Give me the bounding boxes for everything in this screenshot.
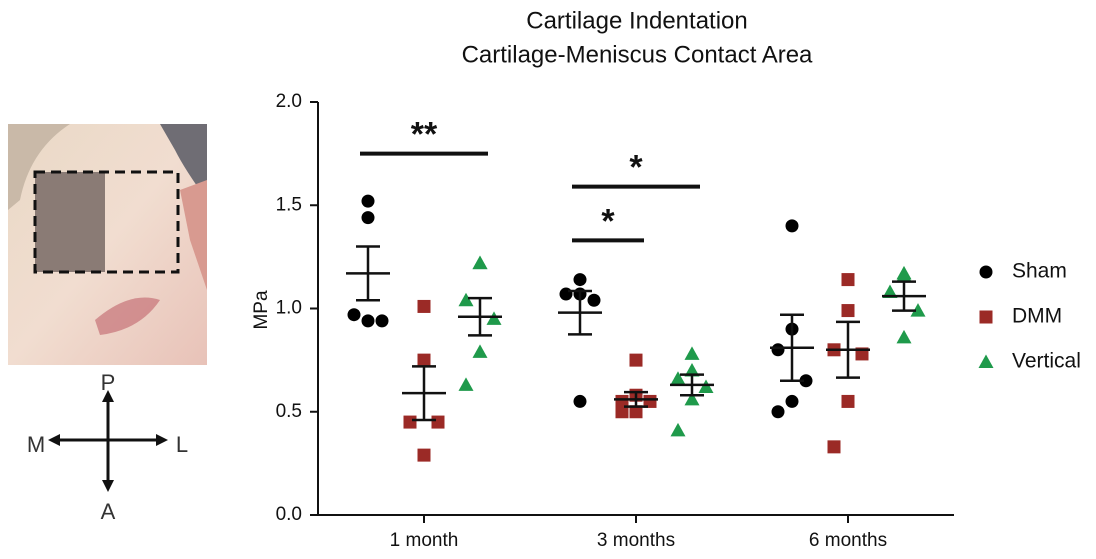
data-point [896, 329, 912, 344]
data-point [417, 299, 431, 313]
data-point [458, 377, 474, 391]
data-point [684, 346, 700, 360]
y-tick-label: 1.5 [276, 194, 302, 215]
error-bar [468, 296, 492, 337]
data-point [629, 405, 643, 419]
data-point [403, 415, 417, 429]
error-bar [412, 365, 436, 422]
error-bar [624, 390, 648, 408]
data-point [841, 394, 855, 408]
data-point [698, 379, 714, 393]
error-bar [892, 280, 916, 312]
legend-marker [978, 354, 994, 368]
y-axis-label: MPa [251, 290, 272, 330]
chart-title: Cartilage Indentation [526, 7, 747, 34]
data-point [785, 394, 799, 408]
data-point [684, 362, 700, 377]
data-point [771, 343, 785, 357]
data-point [458, 292, 474, 307]
significance-label: ** [411, 116, 438, 154]
orientation-label: M [27, 432, 45, 457]
data-point [347, 308, 361, 322]
data-point [361, 194, 375, 208]
data-point [629, 353, 643, 367]
data-point [573, 394, 587, 408]
data-point [417, 448, 431, 462]
legend-label: Vertical [1012, 350, 1081, 373]
data-point [799, 374, 813, 388]
data-point [573, 273, 587, 287]
x-tick-label: 3 months [597, 530, 675, 551]
orientation-label: L [176, 432, 188, 457]
legend-label: Sham [1012, 260, 1067, 283]
legend-marker [979, 265, 993, 279]
legend-label: DMM [1012, 305, 1062, 328]
error-bar [568, 289, 592, 336]
error-bar [780, 313, 804, 383]
data-point [827, 440, 841, 454]
data-point [882, 284, 898, 298]
y-tick-label: 1.0 [276, 298, 302, 319]
significance-label: * [629, 149, 643, 187]
data-point [615, 405, 629, 419]
data-point [841, 273, 855, 287]
data-point [684, 391, 700, 406]
data-point [559, 287, 573, 301]
orientation-label: A [101, 499, 116, 524]
error-bar [836, 320, 860, 379]
data-point [361, 211, 375, 225]
data-point [361, 314, 375, 328]
y-tick-label: 2.0 [276, 91, 302, 112]
data-point [785, 219, 799, 233]
data-point [771, 405, 785, 419]
legend-marker [979, 310, 993, 324]
x-tick-label: 1 month [390, 530, 459, 551]
data-point [472, 344, 488, 358]
y-tick-label: 0.0 [276, 504, 302, 525]
data-point [472, 255, 488, 270]
chart-subtitle: Cartilage-Meniscus Contact Area [462, 41, 813, 68]
data-point [431, 415, 445, 429]
data-point [670, 371, 686, 385]
data-point [896, 267, 912, 282]
x-tick-label: 6 months [809, 530, 887, 551]
data-point [670, 422, 686, 437]
y-tick-label: 0.5 [276, 401, 302, 422]
data-point [910, 303, 926, 317]
significance-label: * [601, 202, 615, 240]
data-point [587, 293, 601, 307]
error-bar [356, 245, 380, 302]
data-point [486, 311, 502, 325]
data-point [417, 353, 431, 367]
orientation-label: P [101, 370, 116, 395]
data-point [841, 304, 855, 318]
error-bar [680, 373, 704, 397]
orientation-cross [48, 390, 168, 492]
specimen-photo [8, 124, 207, 365]
data-point [375, 314, 389, 328]
